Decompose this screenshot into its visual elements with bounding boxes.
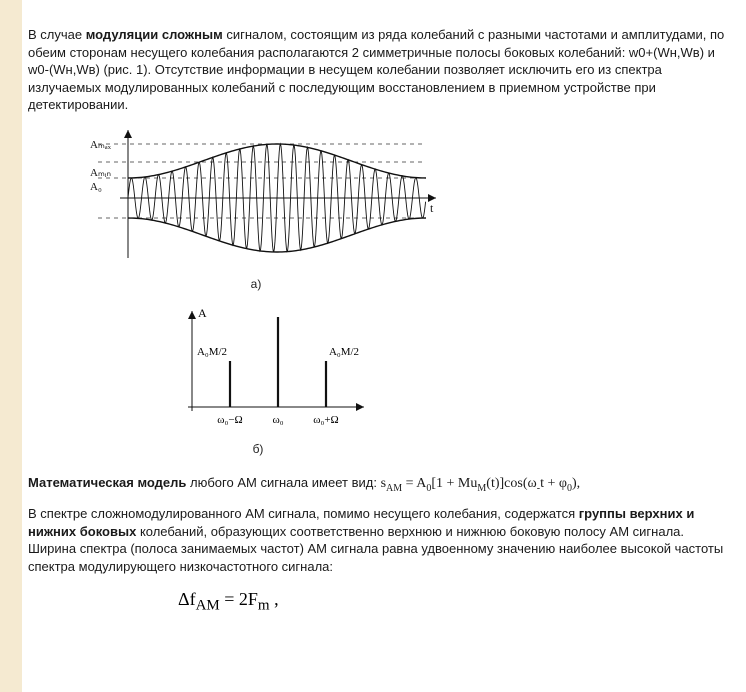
svg-text:ω₀: ω₀ <box>272 414 283 426</box>
formula-delta-f: ΔfAM = 2Fm , <box>178 589 734 615</box>
figure-a-caption: a) <box>86 277 426 291</box>
paragraph-1: В случае модуляции сложным сигналом, сос… <box>28 26 734 114</box>
figure-b: A A₀M/2 A₀M/2 ω₀−Ω ω₀ ω₀+Ω <box>158 303 734 438</box>
model-post: любого АМ сигнала имеет вид: <box>186 475 380 490</box>
svg-text:t: t <box>430 201 434 215</box>
svg-text:ω₀+Ω: ω₀+Ω <box>313 414 338 426</box>
svg-text:A₀M/2: A₀M/2 <box>329 346 359 358</box>
svg-text:A₀: A₀ <box>90 181 102 193</box>
svg-text:A₀M/2: A₀M/2 <box>197 346 227 358</box>
side-strip <box>0 0 22 692</box>
paragraph-2: В спектре сложномодулированного АМ сигна… <box>28 505 734 575</box>
am-waveform-svg: Aₘₐₓ Aₘᵢₙ A₀ t <box>86 128 442 268</box>
formula-sam: sAM = A0[1 + MuM(t)]cos(ω-t + φ0), <box>381 476 581 491</box>
figure-a: Aₘₐₓ Aₘᵢₙ A₀ t <box>86 128 734 273</box>
p2-pre: В спектре сложномодулированного АМ сигна… <box>28 506 579 521</box>
model-line: Математическая модель любого АМ сигнала … <box>28 474 734 495</box>
p1-bold: модуляции сложным <box>86 27 223 42</box>
svg-text:Aₘₐₓ: Aₘₐₓ <box>90 139 112 151</box>
p1-pre: В случае <box>28 27 86 42</box>
svg-text:A: A <box>198 306 207 320</box>
figure-b-caption: б) <box>158 442 358 456</box>
spectrum-svg: A A₀M/2 A₀M/2 ω₀−Ω ω₀ ω₀+Ω <box>158 303 378 433</box>
svg-text:ω₀−Ω: ω₀−Ω <box>217 414 242 426</box>
model-bold: Математическая модель <box>28 475 186 490</box>
svg-text:Aₘᵢₙ: Aₘᵢₙ <box>90 167 111 179</box>
content: В случае модуляции сложным сигналом, сос… <box>28 26 734 615</box>
